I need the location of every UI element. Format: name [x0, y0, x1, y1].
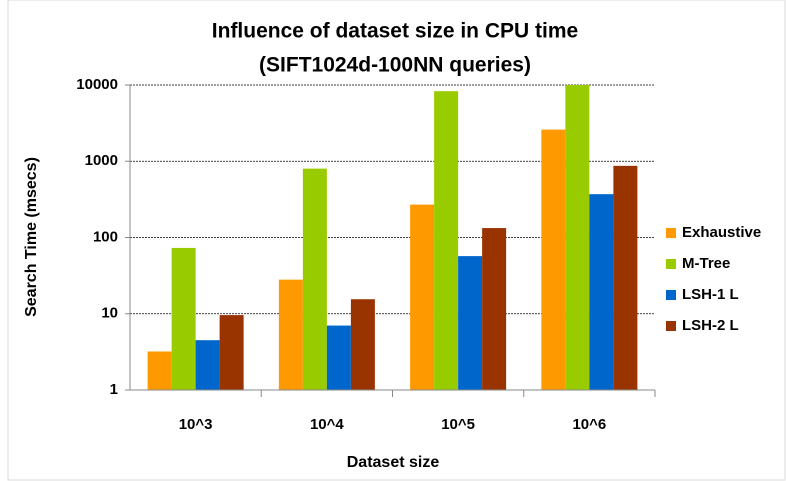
- bar: [458, 256, 483, 390]
- x-tick-label: 10^6: [572, 416, 606, 433]
- x-axis-title: Dataset size: [347, 454, 440, 471]
- legend-swatch: [666, 259, 676, 269]
- bar: [147, 351, 172, 390]
- y-tick-label: 10000: [76, 76, 118, 93]
- legend-swatch: [666, 321, 676, 331]
- bar: [171, 247, 196, 390]
- y-tick-label: 1: [110, 381, 118, 398]
- bar: [350, 299, 375, 390]
- bar: [589, 194, 614, 390]
- bar: [219, 315, 244, 390]
- chart-title: Influence of dataset size in CPU time: [212, 20, 578, 43]
- bar: [613, 165, 638, 390]
- bar: [195, 340, 220, 390]
- bar: [482, 228, 507, 390]
- chart-subtitle: (SIFT1024d-100NN queries): [259, 54, 531, 77]
- x-tick-label: 10^4: [310, 416, 344, 433]
- legend-label: LSH-2 L: [682, 317, 739, 334]
- bar: [565, 85, 590, 390]
- y-tick-label: 1000: [85, 152, 118, 169]
- y-axis-title: Search Time (msecs): [23, 157, 40, 317]
- bar: [434, 91, 459, 391]
- legend-swatch: [666, 228, 676, 238]
- y-tick-label: 10: [101, 305, 118, 322]
- bar: [302, 168, 327, 390]
- bar: [278, 279, 303, 390]
- y-tick-label: 100: [93, 228, 118, 245]
- legend-swatch: [666, 290, 676, 300]
- legend-label: LSH-1 L: [682, 286, 739, 303]
- legend-label: M-Tree: [682, 255, 730, 272]
- bar: [410, 204, 435, 390]
- chart-border: [7, 0, 786, 481]
- x-tick-label: 10^3: [179, 416, 213, 433]
- x-tick-label: 10^5: [441, 416, 475, 433]
- legend-label: Exhaustive: [682, 224, 761, 241]
- bar: [326, 325, 351, 390]
- bar: [541, 129, 566, 390]
